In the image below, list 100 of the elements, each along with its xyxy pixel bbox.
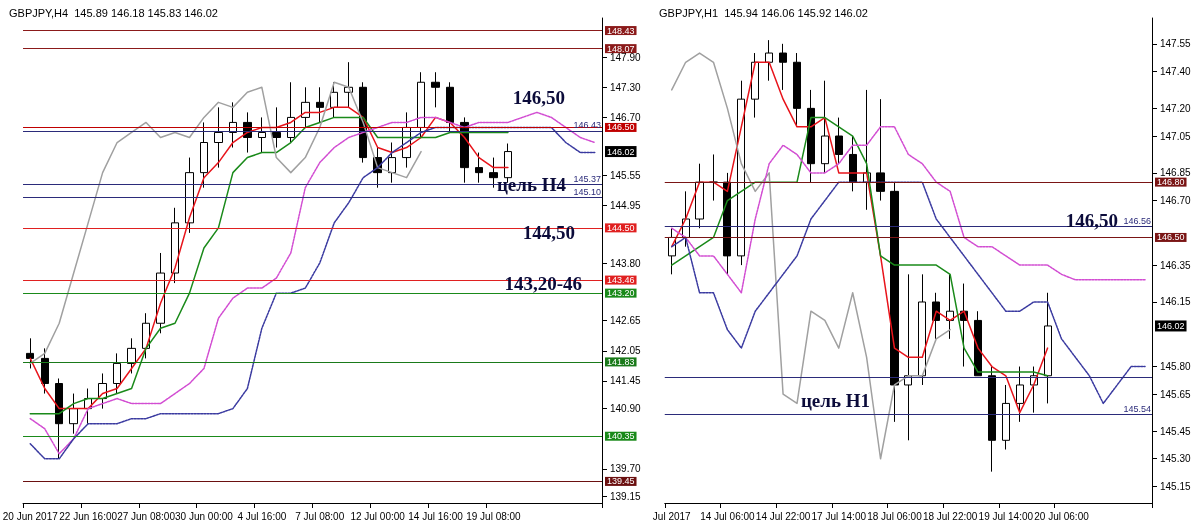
y-tick-label: 140.90 xyxy=(610,403,642,415)
candlestick xyxy=(835,117,843,165)
x-tick-label: 19 Jul 08:00 xyxy=(466,510,522,522)
y-tick-label: 139.15 xyxy=(610,490,642,502)
candlestick xyxy=(807,89,815,183)
ref-line-label: 148.07 xyxy=(607,43,635,54)
candlestick xyxy=(821,80,829,174)
text: 146.02 xyxy=(607,146,635,157)
ref-line-label: 146.80 xyxy=(1157,177,1185,188)
candlestick xyxy=(1002,384,1010,451)
candlestick xyxy=(388,142,396,184)
line-series xyxy=(670,52,951,460)
candlestick xyxy=(69,393,78,435)
candlestick xyxy=(272,106,281,149)
y-tick-label: 145.45 xyxy=(1160,425,1192,437)
x-tick-label: 20 Jul 06:00 xyxy=(1034,510,1090,522)
y-tick-label: 145.65 xyxy=(1160,388,1192,400)
y-tick-label: 147.40 xyxy=(1160,65,1192,77)
x-tick-label: 27 Jun 08:00 xyxy=(117,510,176,522)
annotation: 146,50 xyxy=(1065,209,1118,231)
candlestick xyxy=(431,71,440,108)
candlestick xyxy=(890,181,899,423)
candlestick xyxy=(1016,366,1024,423)
candlestick xyxy=(904,273,912,441)
y-tick-label: 145.15 xyxy=(1160,480,1192,492)
y-tick-label: 146.15 xyxy=(1160,296,1192,308)
y-tick-label: 139.70 xyxy=(610,463,642,475)
ref-line-label: 146.50 xyxy=(1157,232,1185,243)
ref-line-label: 140.35 xyxy=(607,431,635,442)
candlestick xyxy=(214,106,223,169)
y-tick-label: 141.45 xyxy=(610,375,642,387)
ref-line-label: 146.56 xyxy=(1123,215,1151,226)
y-tick-label: 143.80 xyxy=(610,257,642,269)
line-series xyxy=(670,116,1049,377)
ref-line-label: 141.83 xyxy=(607,356,635,367)
candlestick xyxy=(765,39,773,82)
candlestick xyxy=(301,86,310,128)
candlestick xyxy=(417,71,425,138)
candlestick xyxy=(988,366,996,473)
ref-line-label: 146.50 xyxy=(607,122,635,133)
ref-line-label: 139.45 xyxy=(607,476,635,487)
x-tick-label: 4 Jul 16:00 xyxy=(237,510,287,522)
candlestick xyxy=(55,377,63,460)
ref-line-label: 145.10 xyxy=(573,187,601,198)
candlestick xyxy=(446,81,454,133)
candlestick xyxy=(200,121,208,189)
ref-line-label: 144.50 xyxy=(607,222,635,233)
ref-line-label: 143.46 xyxy=(607,275,635,286)
y-tick-label: 147.20 xyxy=(1160,102,1192,114)
y-tick-label: 145.80 xyxy=(1160,361,1192,373)
candlestick xyxy=(723,172,731,275)
annotation: цель H1 xyxy=(800,389,870,411)
y-tick-label: 145.30 xyxy=(1160,453,1192,465)
ref-line-label: 143.20 xyxy=(607,288,635,299)
candlestick xyxy=(779,43,787,91)
line-series xyxy=(29,81,422,365)
x-tick-label: 17 Jul 14:00 xyxy=(811,510,867,522)
candlestick xyxy=(41,347,49,395)
candlestick xyxy=(918,273,926,386)
line-series xyxy=(670,61,1049,414)
y-tick-label: 145.55 xyxy=(610,169,642,181)
candlestick xyxy=(876,98,885,202)
y-tick-label: 146.85 xyxy=(1160,167,1192,179)
x-tick-label: 22 Jun 16:00 xyxy=(59,510,118,522)
candlestick xyxy=(26,337,34,369)
ref-line-label: 145.37 xyxy=(573,173,601,184)
x-tick-label: 7 Jul 08:00 xyxy=(295,510,345,522)
candlestick xyxy=(489,157,498,189)
annotation: 146,50 xyxy=(512,86,565,108)
x-tick-label: 12 Jul 00:00 xyxy=(350,510,406,522)
y-tick-label: 146.70 xyxy=(610,111,642,123)
x-tick-label: Jul 2017 xyxy=(652,510,692,522)
candlestick xyxy=(504,143,512,184)
x-tick-label: 14 Jul 16:00 xyxy=(408,510,464,522)
chart-title: GBPJPY,H1 145.94 146.06 145.92 146.02 xyxy=(659,6,868,19)
y-tick-label: 142.05 xyxy=(610,345,642,357)
candlestick xyxy=(258,116,266,154)
y-tick-label: 146.35 xyxy=(1160,259,1192,271)
x-tick-label: 18 Jul 06:00 xyxy=(867,510,923,522)
candlestick xyxy=(1044,292,1052,404)
candlestick xyxy=(751,52,759,119)
y-tick-label: 147.05 xyxy=(1160,130,1192,142)
x-tick-label: 20 Jun 2017 xyxy=(2,510,59,522)
ref-line-label: 148.43 xyxy=(607,25,635,36)
candlestick xyxy=(475,152,483,184)
y-tick-label: 142.65 xyxy=(610,315,642,327)
candlestick xyxy=(113,352,121,395)
y-tick-label: 147.90 xyxy=(610,51,642,63)
y-tick-label: 146.70 xyxy=(1160,195,1192,207)
candlestick xyxy=(695,163,704,229)
x-tick-label: 30 Jun 00:00 xyxy=(175,510,234,522)
y-tick-label: 147.55 xyxy=(1160,38,1192,50)
x-tick-label: 14 Jul 22:00 xyxy=(755,510,811,522)
candlestick xyxy=(849,135,857,192)
candlestick xyxy=(974,310,982,377)
x-tick-label: 14 Jul 06:00 xyxy=(700,510,756,522)
ref-line-label: 145.54 xyxy=(1123,403,1151,414)
y-tick-label: 147.30 xyxy=(610,81,642,93)
y-tick-label: 144.95 xyxy=(610,199,642,211)
candlestick xyxy=(316,86,324,123)
